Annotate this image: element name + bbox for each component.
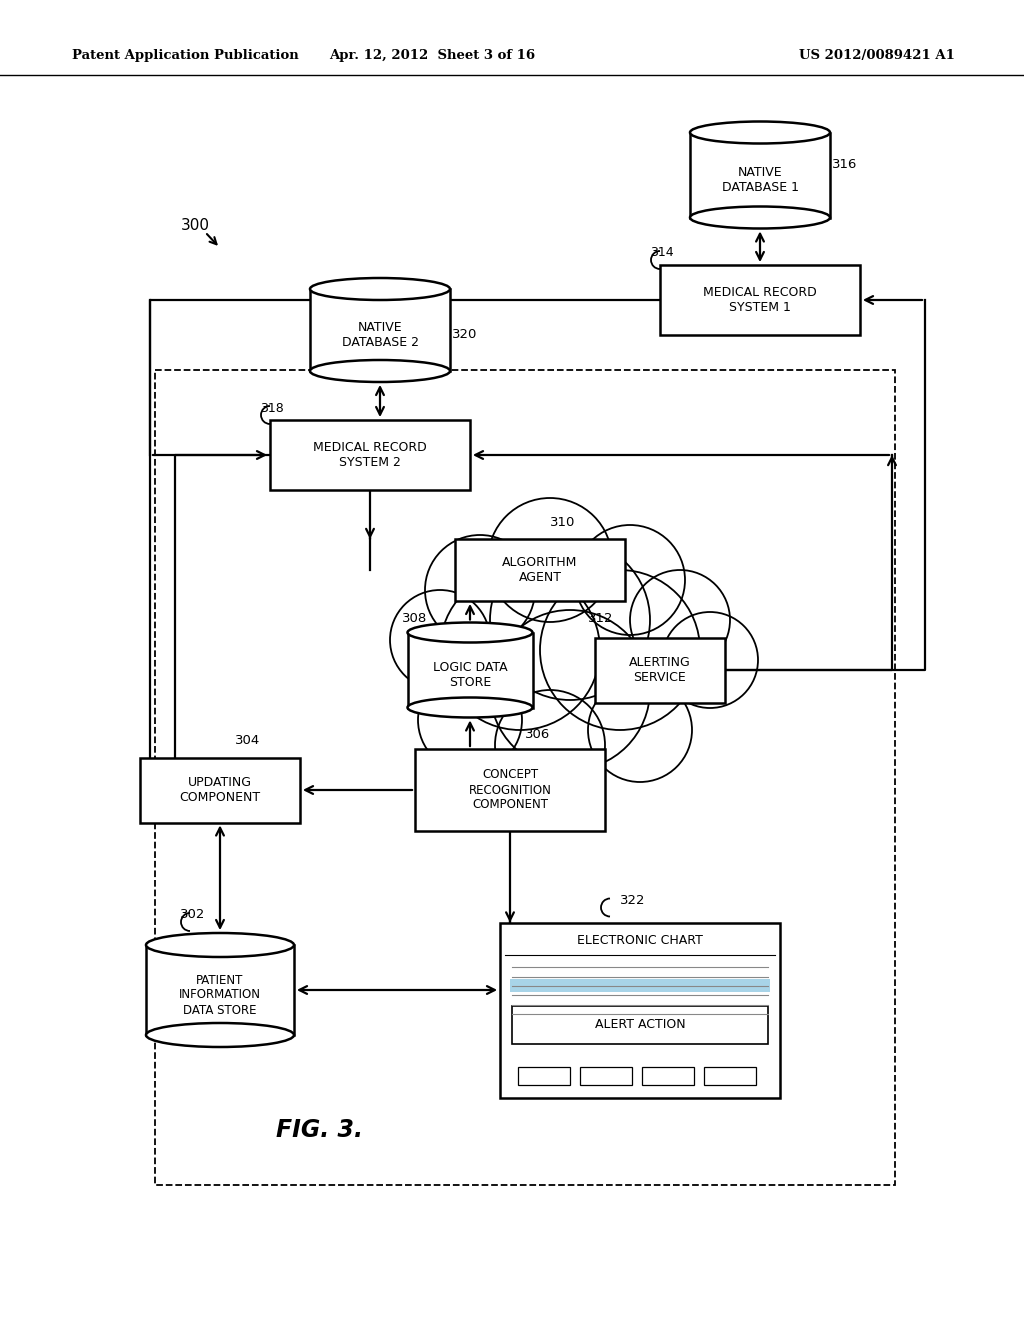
Text: ALERTING
SERVICE: ALERTING SERVICE <box>629 656 691 684</box>
Bar <box>595 638 725 702</box>
Bar <box>660 265 860 335</box>
Text: Patent Application Publication: Patent Application Publication <box>72 49 299 62</box>
Text: ALERT ACTION: ALERT ACTION <box>595 1019 685 1031</box>
Text: 302: 302 <box>180 908 206 921</box>
Circle shape <box>662 612 758 708</box>
Text: 306: 306 <box>525 727 550 741</box>
Text: MEDICAL RECORD
SYSTEM 1: MEDICAL RECORD SYSTEM 1 <box>703 286 817 314</box>
Bar <box>642 1067 694 1085</box>
Text: CONCEPT
RECOGNITION
COMPONENT: CONCEPT RECOGNITION COMPONENT <box>469 768 552 812</box>
Text: ELECTRONIC CHART: ELECTRONIC CHART <box>578 935 702 946</box>
Bar <box>155 370 895 1185</box>
Text: 314: 314 <box>650 247 674 260</box>
Bar <box>408 632 532 708</box>
Text: 322: 322 <box>620 894 645 907</box>
Text: FIG. 3.: FIG. 3. <box>276 1118 364 1142</box>
Circle shape <box>490 610 650 770</box>
Circle shape <box>495 690 605 800</box>
Text: US 2012/0089421 A1: US 2012/0089421 A1 <box>799 49 955 62</box>
Bar <box>500 923 780 1097</box>
Bar <box>690 132 830 218</box>
Ellipse shape <box>690 121 830 144</box>
Circle shape <box>490 540 650 700</box>
Text: ALGORITHM
AGENT: ALGORITHM AGENT <box>503 556 578 583</box>
Circle shape <box>630 570 730 671</box>
Text: PATIENT
INFORMATION
DATA STORE: PATIENT INFORMATION DATA STORE <box>179 974 261 1016</box>
Bar <box>415 748 605 832</box>
Circle shape <box>418 668 522 772</box>
Bar <box>512 1006 768 1044</box>
Circle shape <box>425 535 535 645</box>
Text: 320: 320 <box>452 329 477 342</box>
Ellipse shape <box>146 933 294 957</box>
Text: 316: 316 <box>831 158 857 172</box>
Circle shape <box>540 570 700 730</box>
Bar <box>270 420 470 490</box>
Circle shape <box>440 570 600 730</box>
Ellipse shape <box>310 279 450 300</box>
Bar <box>518 1067 570 1085</box>
Ellipse shape <box>408 623 532 643</box>
Ellipse shape <box>146 1023 294 1047</box>
Bar <box>140 758 300 822</box>
Ellipse shape <box>690 206 830 228</box>
Text: Apr. 12, 2012  Sheet 3 of 16: Apr. 12, 2012 Sheet 3 of 16 <box>329 49 536 62</box>
Circle shape <box>488 498 612 622</box>
Bar <box>705 1067 756 1085</box>
Bar <box>455 539 625 601</box>
Text: 304: 304 <box>234 734 260 747</box>
Circle shape <box>588 678 692 781</box>
Ellipse shape <box>408 697 532 718</box>
Circle shape <box>575 525 685 635</box>
Text: 300: 300 <box>180 218 210 232</box>
Text: 318: 318 <box>260 401 284 414</box>
Text: NATIVE
DATABASE 1: NATIVE DATABASE 1 <box>722 166 799 194</box>
Text: 310: 310 <box>550 516 575 528</box>
Text: UPDATING
COMPONENT: UPDATING COMPONENT <box>179 776 260 804</box>
Bar <box>510 978 770 991</box>
Ellipse shape <box>310 360 450 381</box>
Bar <box>580 1067 632 1085</box>
Text: MEDICAL RECORD
SYSTEM 2: MEDICAL RECORD SYSTEM 2 <box>313 441 427 469</box>
Bar <box>146 945 294 1035</box>
Text: 308: 308 <box>402 611 427 624</box>
Bar <box>310 289 450 371</box>
Circle shape <box>390 590 490 690</box>
Text: LOGIC DATA
STORE: LOGIC DATA STORE <box>433 661 507 689</box>
Text: 312: 312 <box>588 611 613 624</box>
Text: NATIVE
DATABASE 2: NATIVE DATABASE 2 <box>341 321 419 348</box>
